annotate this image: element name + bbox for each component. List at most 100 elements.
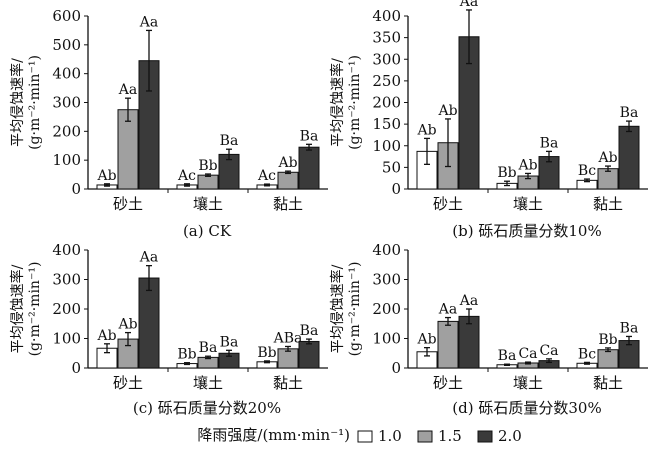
panel-c-caption: (c) 砾石质量分数20% <box>133 399 281 417</box>
legend: 降雨强度/(mm·min⁻¹) 1.0 1.5 2.0 <box>197 426 521 445</box>
panel-c-significance-label: Aa <box>139 250 158 266</box>
panel-b-category-label: 壤土 <box>513 195 543 213</box>
panel-d: (d) 砾石质量分数30% 平均侵蚀速率/(g·m⁻²·min⁻¹) 0 100 20… <box>329 241 648 417</box>
panel-c-category-label: 壤土 <box>193 374 223 392</box>
panel-c-ytick-label: 100 <box>52 330 81 348</box>
panel-d-ylabel-line2: (g·m⁻²·min⁻¹) <box>347 262 363 357</box>
legend-label-2: 1.5 <box>438 427 462 445</box>
panel-a-category-label: 砂土 <box>113 195 143 213</box>
panel-c-ytick-label: 200 <box>52 300 81 318</box>
panel-d-ytick-label: 100 <box>372 330 401 348</box>
panel-d-category-label: 砂土 <box>433 374 463 392</box>
panel-a-ylabel-line2: (g·m⁻²·min⁻¹) <box>27 55 43 150</box>
panel-d-ytick-label: 0 <box>391 359 401 377</box>
panel-d-significance-label: Aa <box>459 293 478 309</box>
panel-a-ytick-label: 300 <box>52 94 81 112</box>
panel-c-significance-label: Ab <box>117 317 137 333</box>
panel-c-category-label: 砂土 <box>113 374 143 392</box>
panel-a-ytick-label: 200 <box>52 122 81 140</box>
panel-c-significance-label: Bb <box>257 345 276 361</box>
panel-b-ylabel-line1: 平均侵蚀速率/ <box>329 58 346 147</box>
panel-b-significance-label: Bc <box>578 163 596 179</box>
panel-d-bar <box>437 320 459 369</box>
panel-a-ylabel-line1: 平均侵蚀速率/ <box>9 58 26 147</box>
panel-b-category-label: 黏土 <box>593 195 623 213</box>
panel-c-ytick-label: 0 <box>71 359 81 377</box>
panel-d-ylabel-line1: 平均侵蚀速率/ <box>329 264 346 353</box>
panel-c-significance-label: Ba <box>199 340 218 356</box>
panel-d-bar <box>597 349 619 369</box>
panel-b-ytick-label: 200 <box>372 94 401 112</box>
panel-c-ylabel-line1: 平均侵蚀速率/ <box>9 264 26 353</box>
panel-a-significance-label: Ac <box>177 168 196 184</box>
panel-a-significance-label: Ba <box>220 133 239 149</box>
panel-d-ytick-label: 200 <box>372 300 401 318</box>
panel-c: (c) 砾石质量分数20% 平均侵蚀速率/(g·m⁻²·min⁻¹) 0 100 20… <box>9 241 328 417</box>
panel-b-ytick-label: 0 <box>391 180 401 198</box>
panel-d-category-label: 壤土 <box>513 374 543 392</box>
panel-b-significance-label: Ba <box>540 135 559 151</box>
panel-c-bar <box>298 340 320 369</box>
panel-a-bar <box>298 146 320 190</box>
panel-c-bar <box>138 277 160 369</box>
panel-a-ytick-label: 0 <box>71 180 81 198</box>
panel-d-significance-label: Aa <box>438 302 457 318</box>
panel-a-significance-label: Aa <box>118 82 137 98</box>
panel-a-ytick-label: 500 <box>52 36 81 54</box>
legend-swatch-3 <box>477 430 493 443</box>
panel-d-caption: (d) 砾石质量分数30% <box>452 399 601 417</box>
panel-a-significance-label: Ac <box>257 168 276 184</box>
panel-b-ytick-label: 400 <box>372 7 401 25</box>
legend-label-1: 1.0 <box>378 427 402 445</box>
panel-c-ytick-label: 300 <box>52 271 81 289</box>
panel-a-ytick-label: 600 <box>52 7 81 25</box>
legend-swatch-1 <box>357 430 373 443</box>
panel-b-significance-label: Ab <box>437 103 457 119</box>
panel-d-significance-label: Bc <box>578 346 596 362</box>
panel-a-significance-label: Ab <box>96 168 116 184</box>
panel-d-significance-label: Ca <box>539 343 558 359</box>
legend-title: 降雨强度/(mm·min⁻¹) <box>197 426 350 444</box>
panel-c-significance-label: ABa <box>273 330 303 346</box>
panel-c-significance-label: Ba <box>220 334 239 350</box>
panel-d-significance-label: Ca <box>518 346 537 362</box>
panel-b-significance-label: Ab <box>517 157 537 173</box>
panel-c-significance-label: Bb <box>177 347 196 363</box>
panel-a-ytick-label: 100 <box>52 151 81 169</box>
panel-a-category-label: 黏土 <box>273 195 303 213</box>
panel-d-significance-label: Ba <box>620 320 639 336</box>
panel-d-category-label: 黏土 <box>593 374 623 392</box>
panel-a-ytick-label: 400 <box>52 65 81 83</box>
panel-d-significance-label: Bb <box>598 332 617 348</box>
legend-label-3: 2.0 <box>498 427 522 445</box>
panel-b-ytick-label: 50 <box>382 158 401 176</box>
panel-b-significance-label: Ab <box>597 150 617 166</box>
panel-c-category-label: 黏土 <box>273 374 303 392</box>
panel-a-significance-label: Ab <box>277 155 297 171</box>
panel-c-significance-label: Ba <box>300 323 319 339</box>
panel-b-significance-label: Bb <box>497 165 516 181</box>
panel-a: (a) CK 平均侵蚀速率/(g·m⁻²·min⁻¹) 0 100 200 300 400… <box>9 7 328 240</box>
panel-b-significance-label: Ba <box>620 105 639 121</box>
panel-c-ylabel-line2: (g·m⁻²·min⁻¹) <box>27 262 43 357</box>
panel-b-ylabel-line2: (g·m⁻²·min⁻¹) <box>347 55 363 150</box>
panel-b-bar <box>618 125 640 190</box>
panel-b-ytick-label: 150 <box>372 115 401 133</box>
panel-d-ytick-label: 400 <box>372 241 401 259</box>
panel-c-ytick-label: 400 <box>52 241 81 259</box>
panel-a-bar <box>197 174 219 190</box>
panel-d-significance-label: Ab <box>416 332 436 348</box>
panel-c-significance-label: Ab <box>96 328 116 344</box>
panel-a-bar <box>277 171 299 190</box>
panel-b-significance-label: Aa <box>459 0 478 10</box>
panel-a-category-label: 壤土 <box>193 195 223 213</box>
panel-d-significance-label: Ba <box>498 348 517 364</box>
panel-b-ytick-label: 100 <box>372 137 401 155</box>
panel-b-category-label: 砂土 <box>433 195 463 213</box>
panel-a-caption: (a) CK <box>183 222 232 240</box>
panel-a-significance-label: Aa <box>139 14 158 30</box>
panel-d-ytick-label: 300 <box>372 271 401 289</box>
panel-b-significance-label: Ab <box>416 122 436 138</box>
panel-b-ytick-label: 350 <box>372 29 401 47</box>
